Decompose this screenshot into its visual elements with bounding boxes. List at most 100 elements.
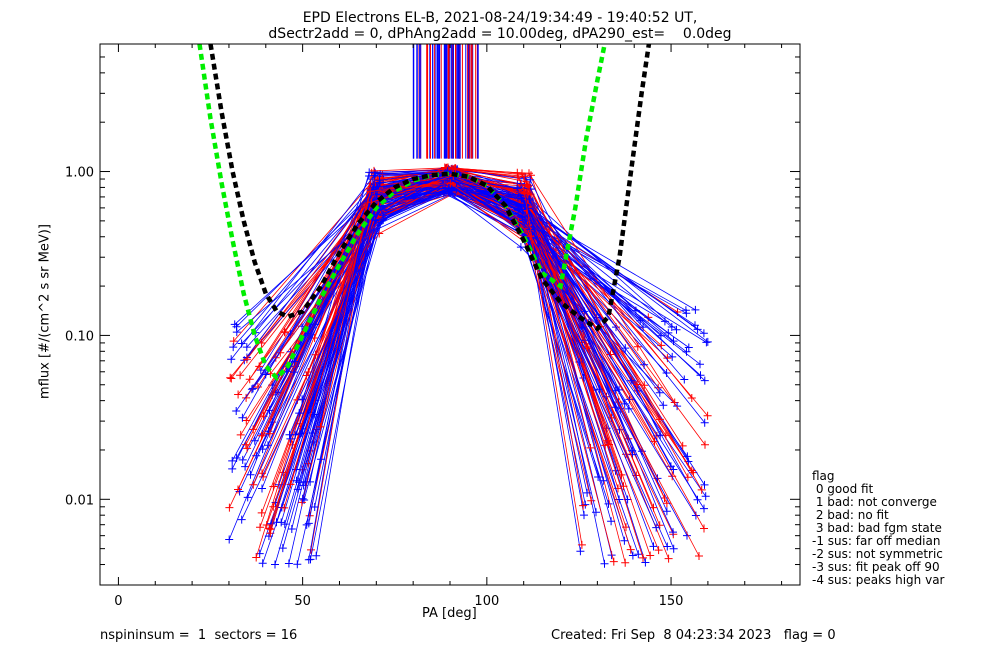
x-tick-label: 50 bbox=[294, 594, 311, 609]
fit-curve bbox=[208, 44, 652, 332]
data-point-marker bbox=[225, 503, 234, 512]
data-point-marker bbox=[580, 511, 588, 520]
data-point-marker bbox=[633, 342, 642, 351]
data-point-marker bbox=[701, 440, 709, 449]
data-point-marker bbox=[639, 323, 648, 332]
data-point-marker bbox=[646, 551, 655, 560]
data-point-marker bbox=[238, 455, 247, 464]
plot-frame bbox=[99, 43, 801, 586]
data-point-marker bbox=[258, 484, 266, 493]
data-point-marker bbox=[255, 362, 264, 371]
data-point-marker bbox=[641, 558, 650, 567]
data-point-marker bbox=[640, 360, 649, 369]
data-point-marker bbox=[695, 552, 703, 560]
data-point-marker bbox=[242, 393, 251, 402]
data-point-marker bbox=[691, 305, 700, 314]
data-point-marker bbox=[687, 394, 696, 402]
data-point-marker bbox=[241, 440, 250, 449]
data-point-marker bbox=[227, 355, 236, 364]
data-point-marker bbox=[667, 323, 676, 331]
data-point-marker bbox=[678, 441, 687, 450]
data-point-marker bbox=[579, 501, 588, 510]
data-point-marker bbox=[672, 325, 681, 334]
chart-title-line2: dSectr2add = 0, dPhAng2add = 10.00deg, d… bbox=[268, 26, 732, 42]
data-point-marker bbox=[293, 395, 302, 404]
data-point-marker bbox=[298, 494, 307, 503]
data-point-marker bbox=[295, 430, 304, 438]
data-point-marker bbox=[628, 551, 637, 560]
legend-entry: -3 sus: fit peak off 90 bbox=[812, 560, 940, 574]
data-point-marker bbox=[662, 369, 671, 377]
data-point-marker bbox=[680, 375, 689, 384]
data-point-marker bbox=[286, 434, 295, 443]
fit-curve bbox=[197, 44, 607, 382]
data-point-marker bbox=[607, 517, 616, 526]
data-point-marker bbox=[226, 373, 235, 382]
data-point-marker bbox=[600, 559, 609, 568]
data-point-marker bbox=[669, 544, 678, 553]
spectrum-line bbox=[230, 168, 693, 399]
data-point-marker bbox=[310, 503, 319, 511]
data-point-marker bbox=[374, 219, 383, 227]
data-point-marker bbox=[654, 546, 663, 555]
data-point-marker bbox=[655, 521, 664, 530]
data-point-marker bbox=[664, 554, 673, 563]
data-point-marker bbox=[611, 403, 620, 412]
data-point-marker bbox=[650, 437, 659, 446]
data-point-marker bbox=[627, 376, 636, 385]
data-point-marker bbox=[525, 195, 534, 204]
data-point-marker bbox=[578, 323, 586, 332]
data-point-marker bbox=[700, 376, 709, 385]
data-point-marker bbox=[269, 482, 278, 491]
data-point-marker bbox=[228, 456, 237, 465]
data-point-marker bbox=[258, 559, 267, 568]
data-point-marker bbox=[634, 550, 643, 559]
data-point-marker bbox=[626, 545, 635, 554]
data-point-marker bbox=[250, 436, 259, 445]
data-point-marker bbox=[257, 508, 266, 517]
data-point-marker bbox=[249, 425, 258, 434]
data-point-marker bbox=[310, 410, 319, 419]
data-point-marker bbox=[264, 441, 272, 450]
data-point-marker bbox=[249, 384, 257, 393]
data-point-marker bbox=[655, 388, 664, 397]
data-point-marker bbox=[693, 325, 702, 334]
data-point-marker bbox=[236, 430, 245, 439]
data-point-marker bbox=[662, 507, 671, 516]
data-point-marker bbox=[232, 407, 241, 415]
data-point-marker bbox=[696, 371, 705, 380]
data-point-marker bbox=[621, 558, 630, 567]
data-point-marker bbox=[293, 560, 302, 569]
legend-entry: -4 sus: peaks high var bbox=[812, 573, 945, 587]
data-point-marker bbox=[271, 560, 279, 569]
data-point-marker bbox=[699, 329, 708, 338]
data-point-marker bbox=[620, 399, 629, 408]
data-point-marker bbox=[317, 455, 325, 464]
x-tick-label: 100 bbox=[474, 594, 499, 609]
data-point-marker bbox=[444, 184, 453, 192]
data-point-marker bbox=[246, 470, 255, 479]
data-point-marker bbox=[234, 485, 242, 494]
data-point-marker bbox=[663, 542, 672, 551]
footer-created-info: Created: Fri Sep 8 04:23:34 2023 flag = … bbox=[551, 628, 836, 643]
data-point-marker bbox=[298, 395, 307, 404]
x-tick-label: 0 bbox=[114, 594, 122, 609]
data-point-marker bbox=[621, 344, 630, 353]
data-point-marker bbox=[525, 169, 533, 178]
data-point-marker bbox=[583, 488, 592, 497]
data-point-marker bbox=[697, 485, 706, 494]
chart-title-line1: EPD Electrons EL-B, 2021-08-24/19:34:49 … bbox=[302, 10, 698, 26]
data-point-marker bbox=[228, 464, 237, 473]
data-point-marker bbox=[684, 343, 693, 352]
data-point-marker bbox=[657, 341, 666, 350]
data-point-marker bbox=[375, 178, 384, 187]
legend-entry: 1 bad: not converge bbox=[812, 495, 937, 509]
data-point-marker bbox=[664, 328, 673, 337]
data-point-marker bbox=[237, 515, 246, 524]
data-point-marker bbox=[272, 518, 281, 527]
data-point-marker bbox=[601, 441, 610, 450]
data-point-marker bbox=[234, 390, 243, 399]
data-point-marker bbox=[513, 168, 522, 177]
data-point-marker bbox=[592, 313, 601, 322]
data-point-marker bbox=[232, 454, 241, 462]
